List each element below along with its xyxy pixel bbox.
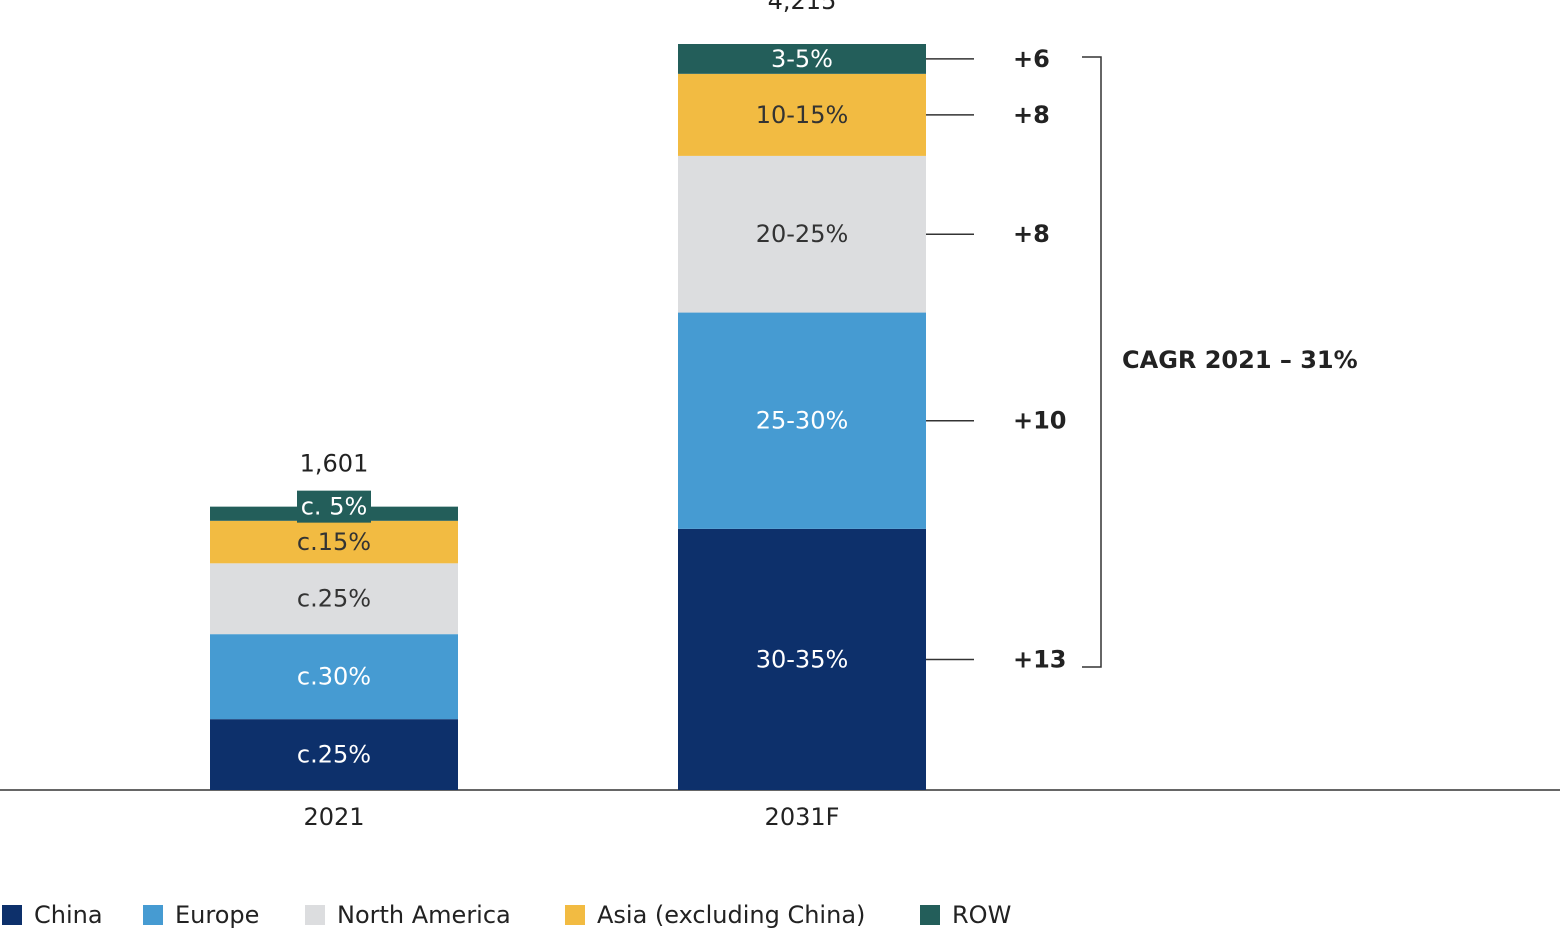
segment-label: c.25%	[297, 585, 371, 613]
legend-label: ROW	[952, 901, 1011, 929]
segment-label: 25-30%	[756, 407, 849, 435]
legend-swatch	[143, 905, 163, 925]
segment-label: 3-5%	[771, 45, 833, 73]
increment-label: +6	[1013, 45, 1050, 73]
bar-segment	[210, 563, 458, 635]
increment-label: +10	[1013, 407, 1067, 435]
segment-label: 10-15%	[756, 101, 849, 129]
legend-label: Europe	[175, 901, 259, 929]
bar-segment	[678, 528, 926, 790]
legend-swatch	[305, 905, 325, 925]
x-tick-label: 2031F	[765, 803, 840, 831]
total-label: 4,215	[768, 0, 837, 15]
bar-segment	[210, 719, 458, 790]
bar-segment	[678, 73, 926, 156]
legend-swatch	[2, 905, 22, 925]
bar-segment	[210, 634, 458, 720]
legend-swatch	[565, 905, 585, 925]
legend-label: North America	[337, 901, 511, 929]
increment-label: +8	[1013, 101, 1050, 129]
segment-label: c.30%	[297, 663, 371, 691]
label-box	[297, 490, 371, 523]
legend-label: China	[34, 901, 103, 929]
bar-segment	[678, 44, 926, 74]
cagr-label: CAGR 2021 – 31%	[1122, 346, 1358, 374]
segment-label: 20-25%	[756, 220, 849, 248]
x-tick-label: 2021	[303, 803, 364, 831]
bar-segment	[678, 155, 926, 313]
segment-label: c.25%	[297, 741, 371, 769]
bar-segment	[210, 520, 458, 564]
legend-label: Asia (excluding China)	[597, 901, 865, 929]
total-label: 1,601	[300, 450, 369, 478]
bar-segment	[678, 312, 926, 529]
segment-label: c. 5%	[301, 493, 368, 521]
segment-label: c.15%	[297, 528, 371, 556]
segment-label: 30-35%	[756, 645, 849, 673]
legend-swatch	[920, 905, 940, 925]
bracket	[1082, 56, 1102, 668]
increment-label: +8	[1013, 220, 1050, 248]
increment-label: +13	[1013, 645, 1067, 673]
